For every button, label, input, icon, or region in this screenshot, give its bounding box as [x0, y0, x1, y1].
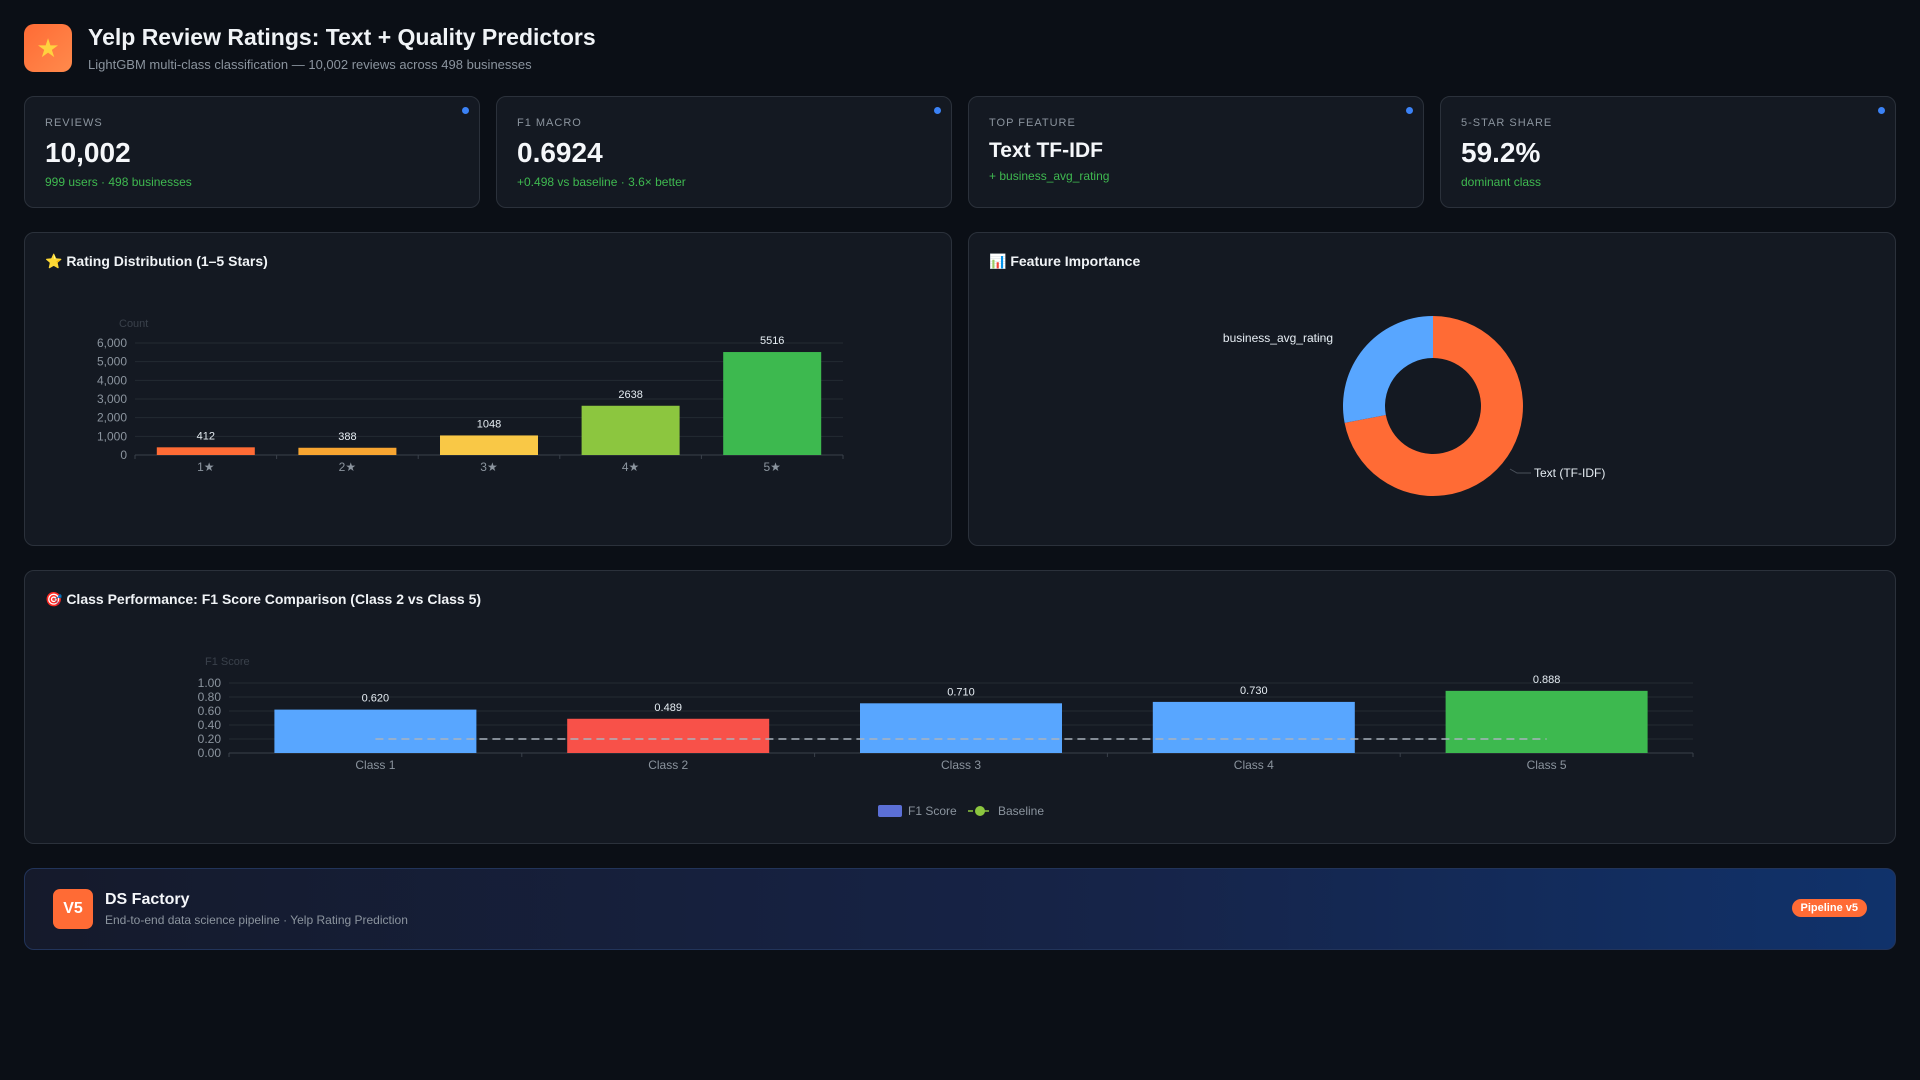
y-tick-label: 0.20 [198, 732, 222, 746]
kpi-card-f1-macro: F1 MACRO 0.6924 +0.498 vs baseline · 3.6… [496, 96, 952, 208]
legend-baseline-label: Baseline [998, 804, 1044, 818]
x-tick-label: 3★ [480, 460, 497, 474]
leader-line [1509, 468, 1531, 474]
kpi-value: 10,002 [45, 137, 131, 168]
bar-1-star [156, 447, 255, 455]
x-tick-label: Class 1 [355, 758, 395, 772]
slice-business-avg-rating [1343, 316, 1433, 423]
bar-class-2 [567, 718, 770, 753]
bar-class-4 [1152, 701, 1355, 753]
slice-text-tf-idf- [1344, 316, 1523, 496]
kpi-sub: +0.498 vs baseline · 3.6× better [517, 175, 686, 189]
kpi-label: 5-STAR SHARE [1461, 117, 1553, 129]
y-tick-label: 1,000 [97, 429, 127, 443]
rating-distribution-chart: Count 0 1,000 2,000 3,000 4,000 5,000 6,000 412 1… [97, 318, 844, 474]
kpi-sub: dominant class [1461, 175, 1542, 189]
slice-label: Text (TF-IDF) [1534, 466, 1605, 480]
data-label: 388 [338, 431, 356, 443]
kpi-card-reviews: REVIEWS 10,002 999 users · 498 businesse… [24, 96, 480, 208]
y-axis-title: Count [119, 318, 148, 330]
x-tick-label: Class 2 [648, 758, 688, 772]
legend-f1-label: F1 Score [908, 804, 957, 818]
star-icon: ★ [24, 24, 72, 72]
kpi-value: 0.6924 [517, 137, 603, 168]
y-tick-label: 3,000 [97, 392, 127, 406]
legend-baseline-marker [975, 806, 985, 816]
bar-5-star [723, 352, 822, 455]
y-tick-label: 0.00 [198, 746, 222, 760]
footer-description: End-to-end data science pipeline · Yelp … [105, 913, 408, 927]
kpi-value: Text TF-IDF [989, 139, 1103, 162]
status-dot-icon [462, 107, 469, 114]
x-tick-label: Class 4 [1234, 758, 1274, 772]
status-dot-icon [1878, 107, 1885, 114]
data-label: 0.730 [1240, 685, 1268, 697]
y-tick-label: 2,000 [97, 411, 127, 425]
feature-importance-chart: business_avg_rating Text (TF-IDF) [1223, 316, 1605, 496]
y-tick-label: 0.80 [198, 690, 222, 704]
kpi-label: F1 MACRO [517, 117, 582, 129]
y-tick-label: 5,000 [97, 355, 127, 369]
page-header: ★ Yelp Review Ratings: Text + Quality Pr… [24, 24, 596, 72]
kpi-sub: 999 users · 498 businesses [45, 175, 192, 189]
x-tick-label: 5★ [763, 460, 780, 474]
bar-3-star [440, 435, 538, 455]
status-dot-icon [934, 107, 941, 114]
x-tick-label: 2★ [339, 460, 356, 474]
footer-name: DS Factory [105, 891, 190, 908]
y-tick-label: 6,000 [97, 336, 127, 350]
panel-title: 🎯 Class Performance: F1 Score Comparison… [45, 591, 482, 607]
kpi-value: 59.2% [1461, 137, 1541, 168]
data-label: 2638 [618, 389, 642, 401]
y-tick-label: 0.60 [198, 704, 222, 718]
page-title: Yelp Review Ratings: Text + Quality Pred… [88, 24, 596, 50]
kpi-card-5-star-share: 5-STAR SHARE 59.2% dominant class [1440, 96, 1896, 208]
x-tick-label: Class 3 [941, 758, 981, 772]
kpi-card-top-feature: TOP FEATURE Text TF-IDF + business_avg_r… [968, 96, 1424, 208]
bar-2-star [298, 447, 397, 455]
y-axis-title: F1 Score [205, 656, 250, 668]
kpi-label: TOP FEATURE [989, 117, 1076, 129]
footer-banner: V5 DS Factory End-to-end data science pi… [24, 868, 1896, 950]
data-label: 0.710 [947, 686, 975, 698]
legend-f1-swatch [878, 805, 902, 817]
data-label: 1048 [477, 418, 501, 430]
bar-class-3 [860, 703, 1062, 753]
panel-title: ⭐ Rating Distribution (1–5 Stars) [45, 253, 268, 269]
pipeline-pill: Pipeline v5 [1791, 899, 1867, 917]
page-subtitle: LightGBM multi-class classification — 10… [88, 57, 532, 72]
x-tick-label: Class 5 [1527, 758, 1567, 772]
class-f1-chart: F1 Score 0.000.200.400.600.801.00 0.620 Cla… [198, 656, 1694, 818]
bar-4-star [581, 405, 680, 455]
y-tick-label: 4,000 [97, 373, 127, 387]
data-label: 412 [197, 430, 215, 442]
x-tick-label: 4★ [622, 460, 639, 474]
kpi-label: REVIEWS [45, 117, 103, 129]
bar-class-5 [1445, 690, 1648, 753]
y-tick-label: 0.40 [198, 718, 222, 732]
class-performance-panel: 🎯 Class Performance: F1 Score Comparison… [24, 570, 1896, 844]
rating-distribution-panel: ⭐ Rating Distribution (1–5 Stars) Count 0… [24, 232, 952, 546]
data-label: 0.888 [1533, 674, 1561, 686]
data-label: 0.489 [654, 702, 682, 714]
bar-class-1 [274, 709, 477, 753]
y-tick-label: 1.00 [198, 676, 222, 690]
kpi-sub: + business_avg_rating [989, 169, 1110, 183]
data-label: 5516 [760, 335, 784, 347]
x-tick-label: 1★ [197, 460, 214, 474]
panel-title: 📊 Feature Importance [989, 253, 1141, 269]
feature-importance-panel: 📊 Feature Importance business_avg_rating… [968, 232, 1896, 546]
status-dot-icon [1406, 107, 1413, 114]
y-tick-label: 0 [120, 448, 127, 462]
slice-label: business_avg_rating [1223, 331, 1333, 345]
data-label: 0.620 [362, 693, 390, 705]
version-badge: V5 [53, 889, 93, 929]
